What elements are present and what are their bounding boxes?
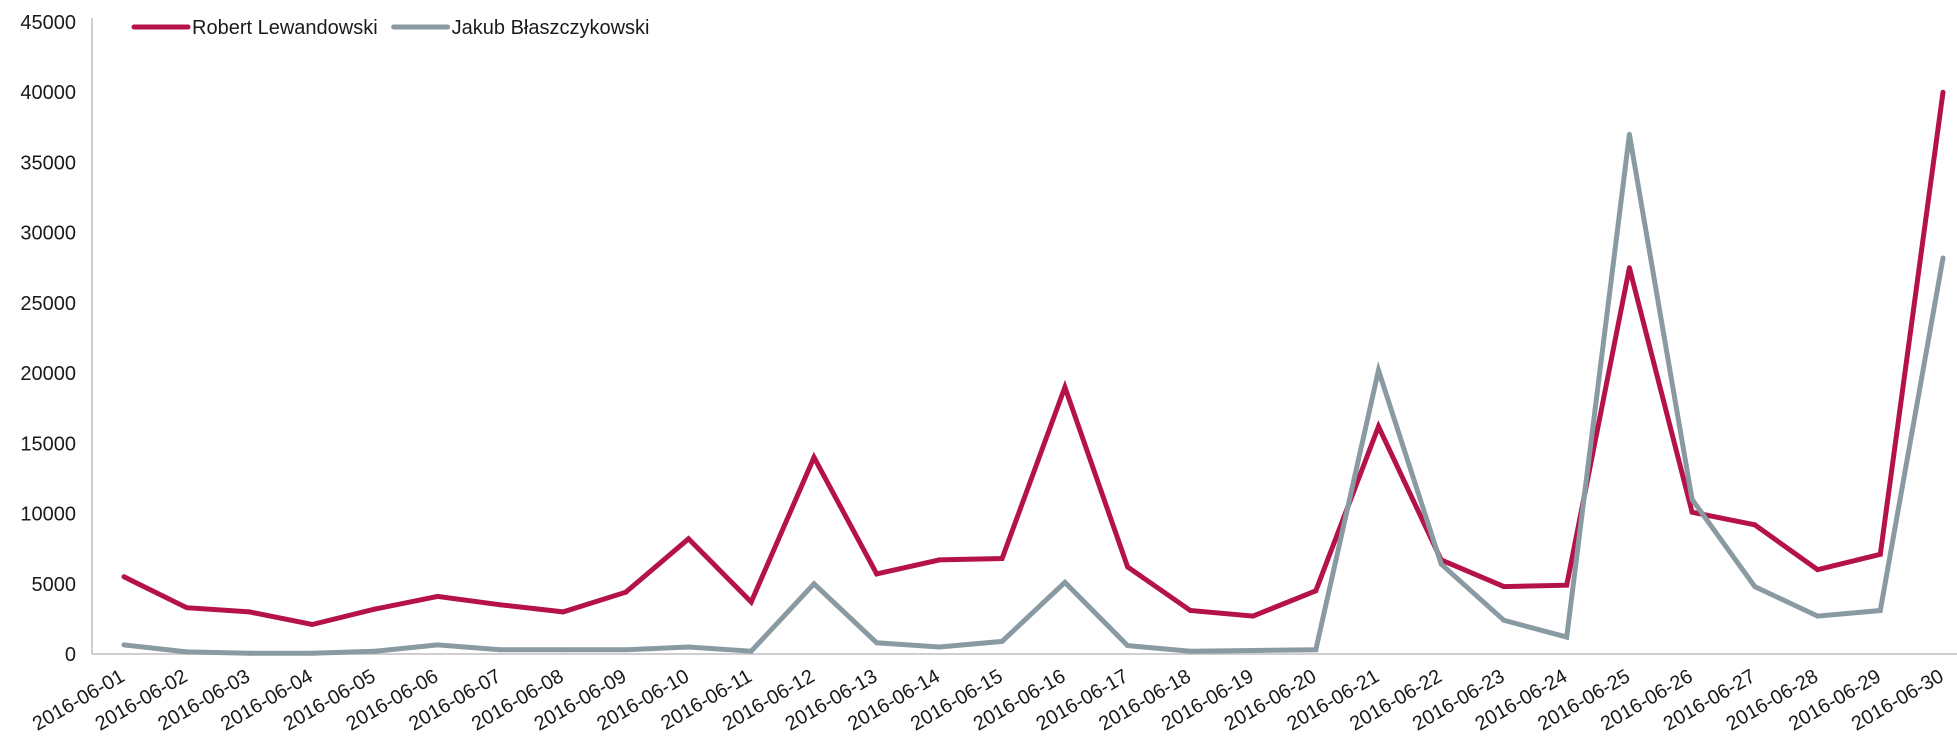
data-point [121, 574, 127, 580]
data-point [1815, 567, 1821, 573]
data-point [1877, 551, 1883, 557]
data-point [1125, 643, 1131, 649]
data-point [372, 606, 378, 612]
data-point [1438, 561, 1444, 567]
data-point [497, 602, 503, 608]
y-tick-label: 0 [65, 644, 76, 666]
y-tick-label: 25000 [20, 293, 76, 315]
data-point [874, 571, 880, 577]
data-point [309, 650, 315, 656]
data-point [1250, 613, 1256, 619]
legend-label-0: Robert Lewandowski [192, 17, 378, 39]
data-point [1564, 634, 1570, 640]
data-point [1313, 647, 1319, 653]
data-point [686, 644, 692, 650]
data-point [1689, 497, 1695, 503]
data-point [1626, 265, 1632, 271]
data-point [246, 650, 252, 656]
data-point [811, 581, 817, 587]
y-axis: 0 5000 10000 15000 20000 25000 30000 35000 40000… [20, 12, 93, 666]
data-point [435, 593, 441, 599]
y-tick-label: 15000 [20, 433, 76, 455]
y-tick-label: 35000 [20, 152, 76, 174]
data-point [1375, 423, 1381, 429]
data-point [748, 599, 754, 605]
data-point [686, 536, 692, 542]
data-point [1815, 613, 1821, 619]
data-point [1187, 607, 1193, 613]
y-tick-label: 40000 [20, 82, 76, 104]
data-point [121, 642, 127, 648]
data-point [1752, 522, 1758, 528]
data-point [811, 454, 817, 460]
data-point [999, 638, 1005, 644]
y-tick-label: 20000 [20, 363, 76, 385]
data-point [1877, 607, 1883, 613]
data-point [497, 647, 503, 653]
data-point [560, 647, 566, 653]
data-point [936, 557, 942, 563]
data-point [1940, 255, 1946, 261]
data-point [1375, 367, 1381, 373]
series-line-0 [122, 91, 1946, 628]
data-point [184, 649, 190, 655]
data-point [435, 642, 441, 648]
data-point [1187, 648, 1193, 654]
y-tick-label: 10000 [20, 504, 76, 526]
y-tick-label: 45000 [20, 12, 76, 34]
series-line-1 [123, 133, 1946, 656]
data-point [1501, 617, 1507, 623]
data-point [1062, 384, 1068, 390]
x-axis: 2016-06-012016-06-022016-06-032016-06-04… [29, 653, 1957, 735]
data-point [246, 609, 252, 615]
data-point [1564, 582, 1570, 588]
data-point [623, 589, 629, 595]
data-point [623, 647, 629, 653]
data-point [748, 648, 754, 654]
data-point [999, 555, 1005, 561]
legend-label-1: Jakub Błaszczykowski [452, 17, 650, 39]
data-point [309, 622, 315, 628]
data-point [1626, 131, 1632, 137]
series-layer [121, 89, 1946, 656]
data-point [936, 644, 942, 650]
data-point [874, 640, 880, 646]
data-point [1125, 564, 1131, 570]
y-tick-label: 30000 [20, 223, 76, 245]
data-point [1250, 647, 1256, 653]
data-point [1940, 89, 1946, 95]
data-point [1062, 579, 1068, 585]
data-point [560, 609, 566, 615]
data-point [372, 648, 378, 654]
data-point [1501, 584, 1507, 590]
data-point [184, 605, 190, 611]
data-point [1689, 509, 1695, 515]
data-point [1752, 584, 1758, 590]
y-tick-label: 5000 [32, 574, 77, 596]
data-point [1313, 588, 1319, 594]
legend: Robert Lewandowski Jakub Błaszczykowski [131, 17, 650, 39]
